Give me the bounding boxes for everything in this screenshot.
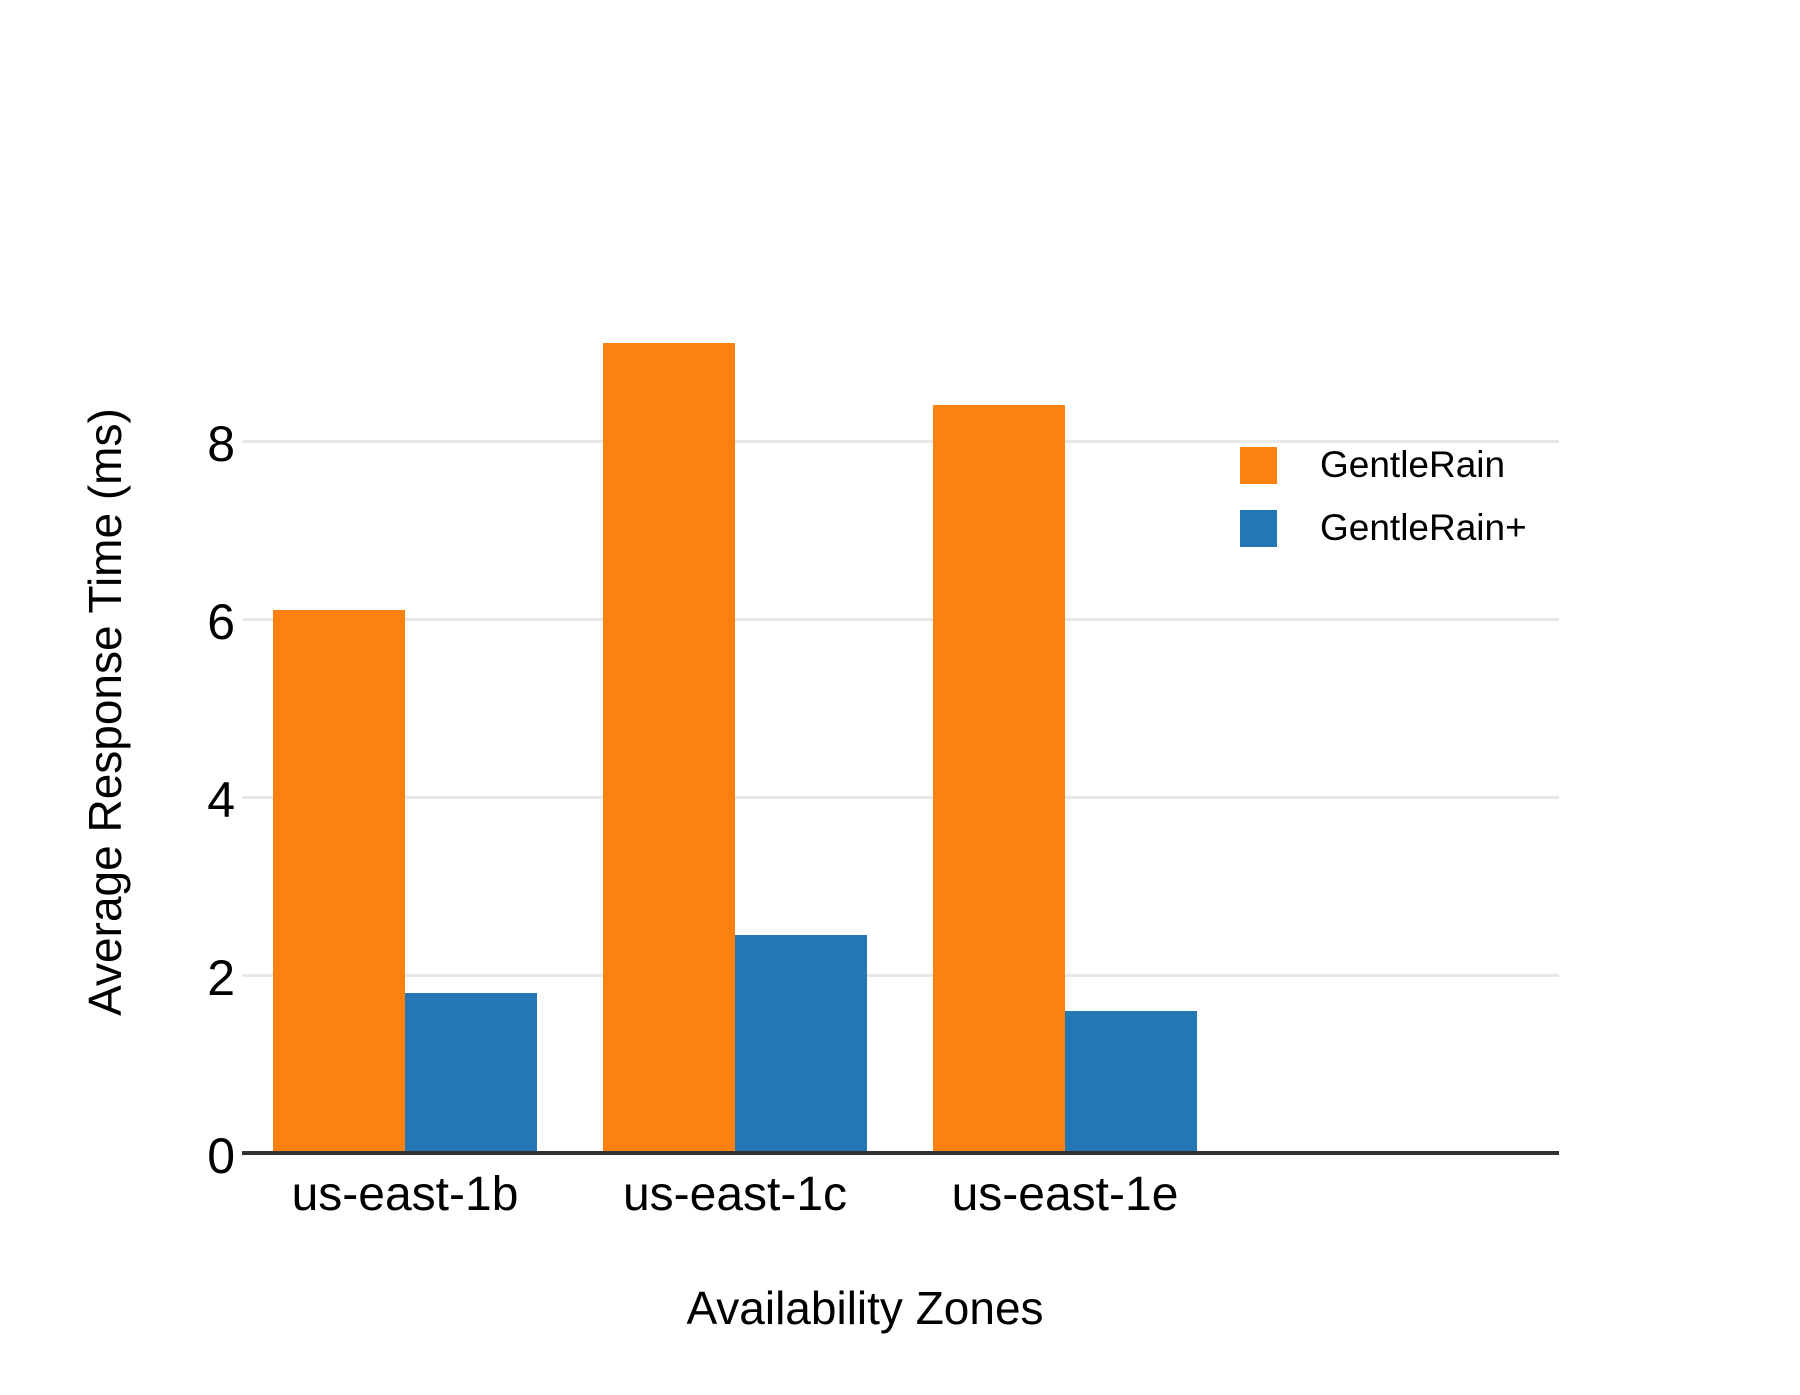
y-tick-label-0: 0 <box>207 1128 235 1184</box>
legend-item-gentlerain: GentleRain <box>1240 445 1505 485</box>
y-tick-label-2: 2 <box>207 950 235 1006</box>
legend-item-gentlerainplus: GentleRain+ <box>1240 508 1527 548</box>
y-tick-label-6: 6 <box>207 594 235 650</box>
x-tick-label-us-east-1b: us-east-1b <box>291 1168 519 1221</box>
gridline-y-6 <box>242 618 1559 621</box>
bar-gentlerain-us-east-1e <box>933 405 1065 1153</box>
legend-label-gentlerain: GentleRain <box>1320 444 1506 485</box>
bar-gentlerainplus-us-east-1b <box>405 992 537 1153</box>
bar-gentlerain-us-east-1c <box>603 343 735 1153</box>
gridline-y-2 <box>242 974 1559 977</box>
bar-gentlerainplus-us-east-1c <box>735 934 867 1153</box>
legend-label-gentlerainplus: GentleRain+ <box>1320 507 1527 548</box>
bar-gentlerain-us-east-1b <box>273 610 405 1153</box>
bar-gentlerainplus-us-east-1e <box>1065 1010 1197 1153</box>
legend-swatch-gentlerainplus <box>1240 509 1277 547</box>
x-tick-label-us-east-1e: us-east-1e <box>951 1168 1179 1221</box>
x-axis-title: Availability Zones <box>686 1282 1044 1334</box>
gridline-y-4 <box>242 796 1559 799</box>
y-axis-title: Average Response Time (ms) <box>79 408 131 1016</box>
y-tick-label-8: 8 <box>207 416 235 472</box>
y-tick-label-4: 4 <box>207 772 235 828</box>
legend-swatch-gentlerain <box>1240 446 1277 484</box>
gridline-y-8 <box>242 440 1559 443</box>
x-tick-label-us-east-1c: us-east-1c <box>622 1168 848 1221</box>
x-axis-line <box>242 1151 1559 1155</box>
